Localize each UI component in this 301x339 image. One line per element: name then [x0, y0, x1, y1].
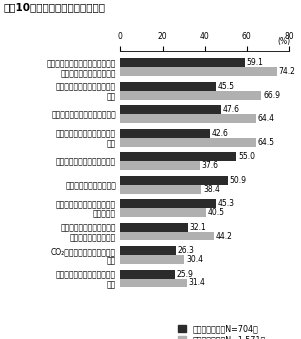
Bar — [120, 279, 187, 287]
Text: 26.3: 26.3 — [178, 246, 194, 255]
Text: 31.4: 31.4 — [188, 278, 205, 287]
Text: 64.4: 64.4 — [258, 114, 275, 123]
Bar — [120, 161, 200, 170]
Text: 37.6: 37.6 — [201, 161, 218, 170]
Text: 50.9: 50.9 — [229, 176, 246, 185]
Bar — [120, 105, 221, 114]
Bar — [120, 67, 277, 76]
Bar — [120, 152, 236, 161]
Bar — [120, 223, 188, 232]
Text: 38.4: 38.4 — [203, 184, 220, 194]
Text: 図表10　今後新聴に望む原発報道: 図表10 今後新聴に望む原発報道 — [3, 2, 105, 12]
Text: 30.4: 30.4 — [186, 255, 203, 264]
Text: 66.9: 66.9 — [263, 91, 280, 100]
Text: (%): (%) — [277, 37, 290, 46]
Text: 25.9: 25.9 — [177, 270, 194, 279]
Text: 64.5: 64.5 — [258, 138, 275, 147]
Text: 42.6: 42.6 — [212, 129, 229, 138]
Bar — [120, 138, 256, 146]
Bar — [120, 255, 185, 264]
Text: 44.2: 44.2 — [215, 232, 232, 241]
Text: 55.0: 55.0 — [238, 152, 255, 161]
Bar — [120, 129, 210, 138]
Bar — [120, 176, 228, 185]
Bar — [120, 114, 256, 123]
Text: 32.1: 32.1 — [190, 223, 206, 232]
Legend: 再稼働賛成層（N=704）, 再稼働反対層（N=1,571）: 再稼働賛成層（N=704）, 再稼働反対層（N=1,571） — [178, 324, 266, 339]
Bar — [120, 199, 216, 208]
Bar — [120, 232, 213, 240]
Text: 45.3: 45.3 — [218, 199, 234, 208]
Bar — [120, 91, 261, 100]
Bar — [120, 270, 175, 279]
Bar — [120, 58, 245, 67]
Bar — [120, 208, 206, 217]
Text: 59.1: 59.1 — [247, 58, 263, 67]
Text: 40.5: 40.5 — [207, 208, 225, 217]
Text: 74.2: 74.2 — [278, 67, 295, 76]
Text: 47.6: 47.6 — [222, 105, 239, 114]
Bar — [120, 185, 201, 194]
Bar — [120, 246, 176, 255]
Text: 45.5: 45.5 — [218, 82, 235, 91]
Bar — [120, 82, 216, 91]
